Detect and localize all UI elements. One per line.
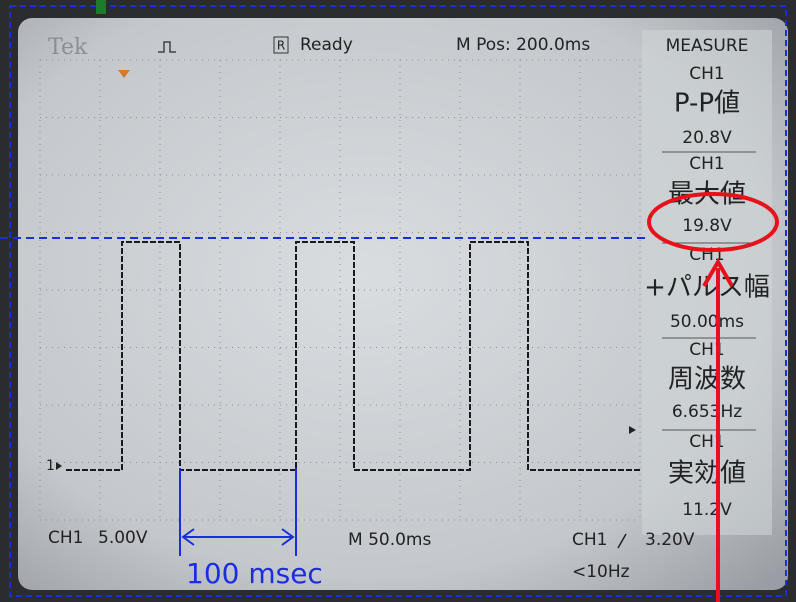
- screen: [18, 18, 788, 590]
- channel-marker: 1: [46, 458, 55, 474]
- scale: 5.00V: [98, 528, 148, 548]
- measure-value: 50.00ms: [670, 312, 744, 332]
- annotation-corner: [96, 0, 106, 14]
- graticule: [39, 59, 641, 521]
- trigger-slope: [617, 533, 627, 549]
- position: M Pos: 200.0ms: [456, 35, 590, 55]
- trigger-position-marker: [118, 70, 130, 78]
- status: Ready: [300, 35, 353, 55]
- measure-name: P-P値: [674, 89, 740, 119]
- channel-arrow: [56, 462, 62, 470]
- measure-name: 実効値: [668, 459, 746, 489]
- status-box: [273, 36, 289, 54]
- channel: CH1: [48, 528, 83, 548]
- annotation-highlight: [647, 192, 779, 252]
- brand: Tek: [48, 35, 88, 60]
- trigger-channel: CH1: [572, 530, 607, 550]
- measure-channel: CH1: [689, 432, 724, 452]
- trigger-level: 3.20V: [645, 530, 695, 550]
- annotation-label: 100 msec: [186, 557, 323, 590]
- measure-channel: CH1: [689, 64, 724, 84]
- measure-value: 20.8V: [682, 128, 732, 148]
- status-icon: R: [277, 39, 285, 53]
- waveform: [66, 241, 640, 471]
- measure-channel: CH1: [689, 340, 724, 360]
- measure-dividers: [662, 151, 756, 431]
- measure-name: 周波数: [668, 365, 746, 395]
- trigger-level-arrow: [629, 426, 636, 434]
- timebase: M 50.0ms: [348, 530, 431, 550]
- annotation-frame: [9, 5, 787, 597]
- measure-value: 11.2V: [682, 500, 732, 520]
- annotation-dimension: [179, 468, 297, 556]
- frequency: <10Hz: [572, 562, 630, 582]
- annotation-arrowhead: [702, 258, 734, 288]
- measure-title: MEASURE: [666, 36, 749, 56]
- measure-value: 19.8V: [682, 216, 732, 236]
- measure-value: 6.653Hz: [672, 402, 742, 422]
- trigger-icon: [158, 41, 176, 53]
- measure-channel: CH1: [689, 154, 724, 174]
